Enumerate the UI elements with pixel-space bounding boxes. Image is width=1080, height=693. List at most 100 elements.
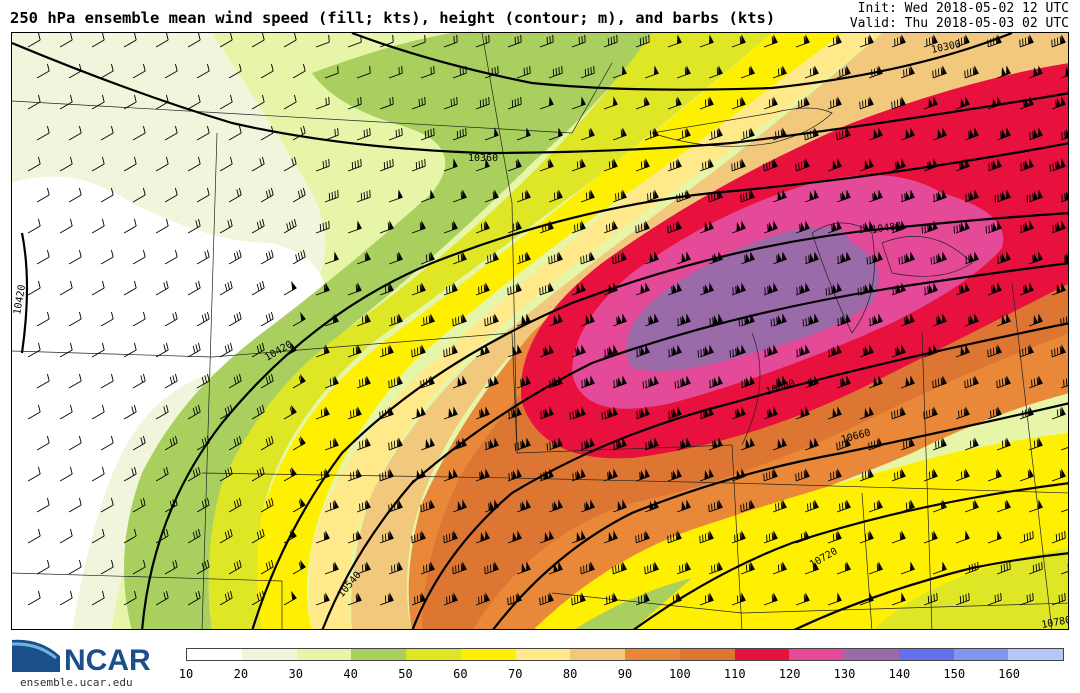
- wind-barb: [932, 127, 947, 141]
- wind-barb: [68, 497, 82, 513]
- wind-barb: [484, 251, 499, 265]
- height-contour: [141, 142, 1068, 629]
- colorbar-swatch: [734, 649, 790, 660]
- wind-barb: [251, 156, 265, 172]
- wind-barb: [411, 406, 426, 420]
- wind-barb: [548, 65, 563, 79]
- wind-barb: [443, 282, 458, 296]
- wind-barb: [219, 94, 233, 110]
- wind-barb: [27, 466, 41, 482]
- wind-barb: [283, 404, 297, 420]
- wind-barb: [27, 590, 41, 606]
- wind-barb: [228, 559, 242, 575]
- wind-barb: [283, 590, 297, 606]
- ncar-swoosh-icon: NCAR: [11, 639, 151, 677]
- wind-barb: [1051, 282, 1066, 296]
- wind-barb: [603, 344, 618, 358]
- wind-barb: [475, 406, 490, 420]
- contour-label-text: 10360: [468, 153, 498, 164]
- state-border: [12, 350, 213, 358]
- wind-barb: [443, 220, 458, 234]
- wind-barb: [315, 282, 330, 296]
- wind-barb: [836, 499, 851, 513]
- wind-barb: [635, 34, 650, 48]
- wind-barb: [994, 189, 1011, 203]
- wind-barb: [315, 220, 330, 234]
- wind-barb: [443, 406, 458, 420]
- wind-barb: [644, 251, 659, 265]
- wind-barb: [923, 282, 938, 296]
- wind-barb: [763, 282, 778, 296]
- wind-barb: [484, 189, 499, 203]
- wind-barb: [68, 559, 82, 575]
- wind-barb: [699, 282, 714, 296]
- wind-barb: [964, 127, 979, 141]
- wind-barb: [868, 313, 883, 327]
- wind-barb: [27, 528, 41, 544]
- contour-label-text: 10480: [871, 221, 902, 236]
- wind-barb: [283, 280, 297, 296]
- wind-barb: [1019, 468, 1034, 482]
- wind-barb: [292, 497, 306, 513]
- wind-barb: [580, 189, 595, 203]
- fill-region: [575, 578, 692, 629]
- wind-barb: [612, 499, 627, 513]
- wind-barb: [251, 280, 265, 296]
- wind-barb: [91, 590, 105, 606]
- wind-barb: [452, 499, 467, 513]
- wind-barb: [603, 220, 618, 234]
- wind-barb: [612, 437, 627, 451]
- height-contour: [793, 552, 1068, 629]
- wind-barb: [868, 561, 883, 575]
- colorbar-swatch: [296, 649, 352, 660]
- wind-barb: [996, 127, 1011, 141]
- wind-barb: [443, 158, 458, 172]
- colorbar-tick-label: 90: [617, 667, 633, 681]
- wind-barb: [932, 437, 947, 451]
- wind-barb: [164, 125, 178, 141]
- wind-barb: [795, 406, 810, 420]
- wind-barb: [795, 592, 810, 606]
- wind-barb: [283, 218, 297, 234]
- wind-barb: [836, 561, 851, 575]
- wind-barb: [571, 34, 586, 48]
- wind-barb: [859, 34, 874, 48]
- wind-barb: [219, 342, 233, 358]
- colorbar-swatch: [844, 649, 899, 660]
- wind-barb: [59, 404, 73, 420]
- wind-barb: [731, 158, 746, 172]
- wind-barb: [164, 435, 178, 451]
- state-border: [481, 33, 518, 454]
- wind-barb: [740, 437, 755, 451]
- wind-barb: [539, 406, 554, 420]
- colorbar-tick-label: 20: [233, 667, 249, 681]
- wind-barb: [292, 63, 306, 79]
- wind-barb: [420, 313, 435, 327]
- colorbar-tick-label: 120: [778, 667, 801, 681]
- wind-barb: [36, 373, 50, 389]
- wind-barb: [452, 313, 467, 327]
- wind-barb: [315, 592, 330, 606]
- wind-barb: [292, 435, 306, 451]
- wind-barb: [932, 189, 947, 203]
- wind-barb: [420, 251, 435, 265]
- wind-barb: [603, 96, 618, 110]
- wind-barb: [516, 251, 531, 265]
- wind-barb: [900, 437, 915, 451]
- wind-barb: [1049, 158, 1066, 172]
- wind-barb: [859, 468, 874, 482]
- wind-barb: [91, 33, 105, 48]
- wind-barb: [516, 561, 531, 575]
- colorbar-tick-label: 100: [669, 667, 691, 681]
- wind-barb: [59, 33, 73, 48]
- wind-barb: [132, 187, 146, 203]
- wind-barb: [100, 373, 114, 389]
- wind-barb: [196, 559, 210, 575]
- wind-barb: [836, 189, 851, 203]
- state-border: [861, 492, 873, 629]
- wind-barb: [379, 158, 394, 172]
- wind-barb: [612, 561, 627, 575]
- wind-barb: [123, 404, 137, 420]
- wind-barb: [228, 187, 242, 203]
- wind-barb: [891, 592, 906, 606]
